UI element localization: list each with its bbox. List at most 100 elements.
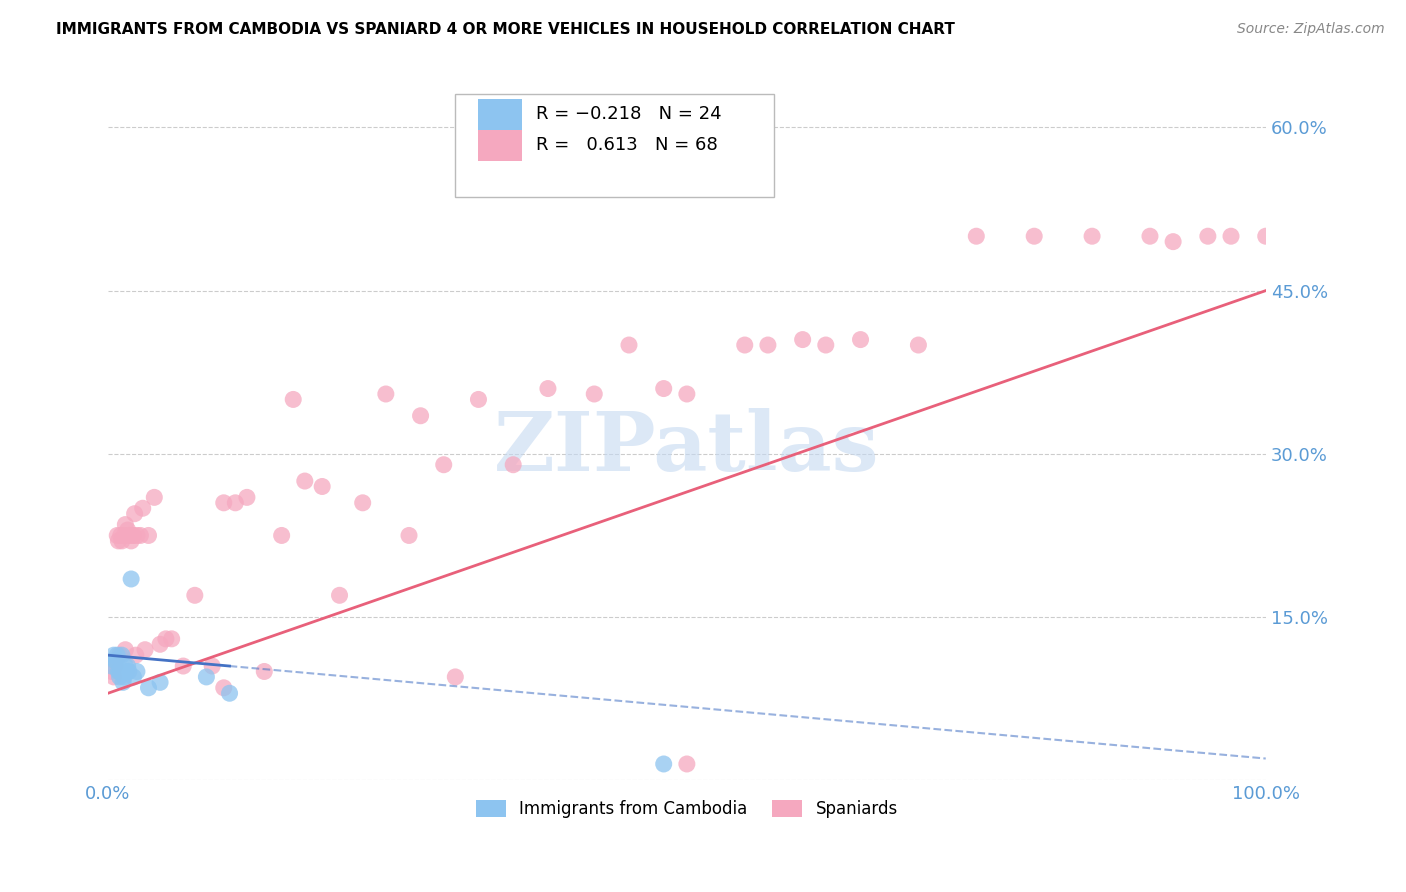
Point bbox=[224, 496, 246, 510]
Point bbox=[1254, 229, 1277, 244]
Point bbox=[1161, 235, 1184, 249]
Point bbox=[792, 333, 814, 347]
Point bbox=[143, 491, 166, 505]
Point bbox=[114, 517, 136, 532]
Point bbox=[409, 409, 432, 423]
Point bbox=[122, 528, 145, 542]
Point bbox=[118, 528, 141, 542]
Point bbox=[100, 659, 122, 673]
Point bbox=[1220, 229, 1243, 244]
Point bbox=[617, 338, 640, 352]
Point bbox=[112, 675, 135, 690]
Legend: Immigrants from Cambodia, Spaniards: Immigrants from Cambodia, Spaniards bbox=[470, 794, 904, 825]
Point bbox=[108, 648, 131, 662]
Point bbox=[111, 648, 134, 662]
Point bbox=[849, 333, 872, 347]
Point bbox=[676, 756, 699, 771]
Point bbox=[125, 528, 148, 542]
Point bbox=[1024, 229, 1046, 244]
Point bbox=[120, 533, 142, 548]
Point bbox=[1081, 229, 1104, 244]
Point bbox=[160, 632, 183, 646]
Point bbox=[734, 338, 756, 352]
Text: Source: ZipAtlas.com: Source: ZipAtlas.com bbox=[1237, 22, 1385, 37]
Point bbox=[756, 338, 779, 352]
Point bbox=[110, 528, 132, 542]
Point bbox=[108, 670, 131, 684]
FancyBboxPatch shape bbox=[478, 129, 523, 161]
Point bbox=[115, 665, 138, 679]
Point bbox=[184, 588, 207, 602]
Point bbox=[652, 382, 675, 396]
Point bbox=[114, 642, 136, 657]
FancyBboxPatch shape bbox=[456, 95, 773, 197]
Point bbox=[814, 338, 837, 352]
Point bbox=[120, 572, 142, 586]
Point bbox=[311, 479, 333, 493]
Point bbox=[108, 665, 131, 679]
Point bbox=[352, 496, 374, 510]
Point bbox=[283, 392, 305, 407]
Point bbox=[122, 670, 145, 684]
Point bbox=[155, 632, 177, 646]
Point bbox=[110, 665, 132, 679]
Point bbox=[129, 528, 152, 542]
Point bbox=[583, 387, 606, 401]
Point bbox=[537, 382, 560, 396]
Point bbox=[112, 528, 135, 542]
Point bbox=[218, 686, 240, 700]
Point bbox=[117, 523, 139, 537]
Point bbox=[121, 528, 143, 542]
Text: R = −0.218   N = 24: R = −0.218 N = 24 bbox=[536, 105, 723, 123]
Point bbox=[107, 533, 129, 548]
Point bbox=[236, 491, 259, 505]
Point bbox=[467, 392, 489, 407]
Point bbox=[212, 496, 235, 510]
FancyBboxPatch shape bbox=[478, 98, 523, 130]
Point bbox=[398, 528, 420, 542]
Point bbox=[125, 665, 148, 679]
Point bbox=[444, 670, 467, 684]
Point bbox=[105, 648, 128, 662]
Point bbox=[103, 648, 125, 662]
Point bbox=[112, 670, 135, 684]
Point bbox=[104, 654, 127, 668]
Point bbox=[270, 528, 292, 542]
Point bbox=[328, 588, 350, 602]
Point bbox=[125, 648, 148, 662]
Point bbox=[118, 665, 141, 679]
Point bbox=[965, 229, 987, 244]
Point bbox=[201, 659, 224, 673]
Point bbox=[212, 681, 235, 695]
Point bbox=[253, 665, 276, 679]
Point bbox=[502, 458, 524, 472]
Point bbox=[149, 637, 172, 651]
Point bbox=[124, 507, 146, 521]
Point bbox=[107, 665, 129, 679]
Point bbox=[114, 659, 136, 673]
Point bbox=[1139, 229, 1161, 244]
Point bbox=[103, 670, 125, 684]
Point bbox=[374, 387, 396, 401]
Point bbox=[652, 756, 675, 771]
Point bbox=[138, 681, 160, 695]
Point bbox=[1197, 229, 1219, 244]
Text: IMMIGRANTS FROM CAMBODIA VS SPANIARD 4 OR MORE VEHICLES IN HOUSEHOLD CORRELATION: IMMIGRANTS FROM CAMBODIA VS SPANIARD 4 O… bbox=[56, 22, 955, 37]
Text: R =   0.613   N = 68: R = 0.613 N = 68 bbox=[536, 136, 718, 154]
Point bbox=[195, 670, 218, 684]
Point bbox=[134, 642, 156, 657]
Point bbox=[111, 533, 134, 548]
Point bbox=[676, 387, 699, 401]
Point bbox=[105, 528, 128, 542]
Point bbox=[117, 659, 139, 673]
Point bbox=[172, 659, 194, 673]
Point bbox=[433, 458, 456, 472]
Point bbox=[105, 654, 128, 668]
Text: ZIPatlas: ZIPatlas bbox=[494, 408, 880, 488]
Point bbox=[149, 675, 172, 690]
Point bbox=[138, 528, 160, 542]
Point bbox=[100, 665, 122, 679]
Point bbox=[907, 338, 929, 352]
Point bbox=[294, 474, 316, 488]
Point bbox=[132, 501, 155, 516]
